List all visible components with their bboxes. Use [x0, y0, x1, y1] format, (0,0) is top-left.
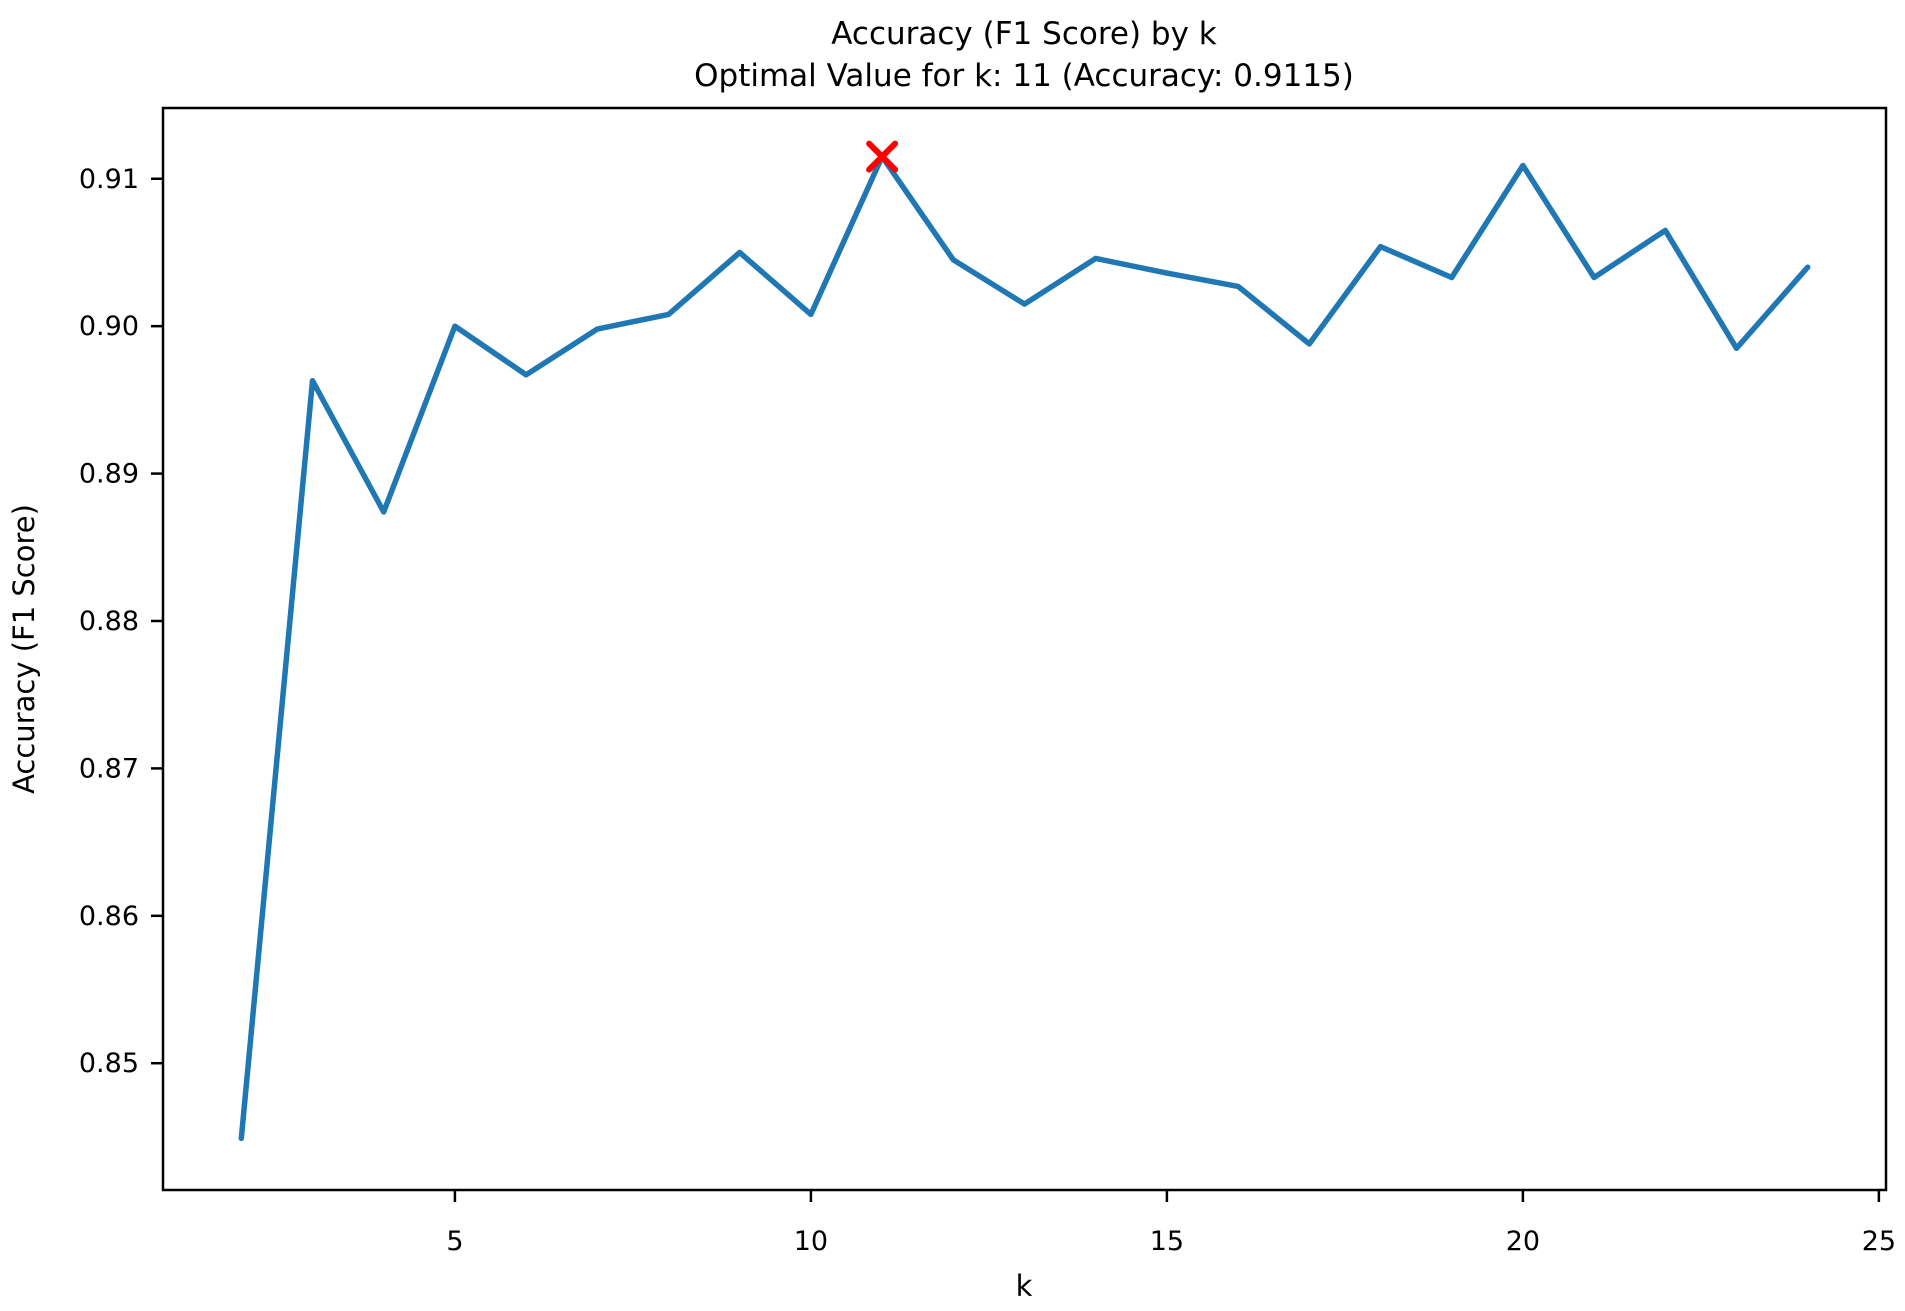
y-tick-label: 0.91: [79, 164, 139, 195]
x-tick-label: 15: [1150, 1226, 1184, 1257]
accuracy-line-series: [238, 153, 1811, 1142]
plot-area: 5 10 15 20 25 0.85 0.86 0.87 0.88 0.89 0.90 0.91: [79, 106, 1896, 1257]
y-tick-label: 0.88: [79, 606, 139, 637]
optimal-point-x-marker: [866, 140, 899, 173]
x-axis-label: k: [1016, 1269, 1033, 1303]
x-tick-label: 25: [1862, 1226, 1896, 1257]
x-tick-label: 5: [446, 1226, 463, 1257]
axes-spines: [161, 106, 1888, 1192]
y-tick-label: 0.90: [79, 311, 139, 342]
y-tick-label: 0.87: [79, 753, 139, 784]
x-tick-label: 10: [794, 1226, 828, 1257]
x-tick-label: 20: [1506, 1226, 1540, 1257]
y-tick-label: 0.86: [79, 901, 139, 932]
y-tick-label: 0.85: [79, 1048, 139, 1079]
y-tick-label: 0.89: [79, 459, 139, 490]
chart-title: Accuracy (F1 Score) by k: [831, 16, 1217, 52]
chart-subtitle: Optimal Value for k: 11 (Accuracy: 0.911…: [694, 58, 1354, 94]
y-axis-label: Accuracy (F1 Score): [7, 504, 41, 794]
